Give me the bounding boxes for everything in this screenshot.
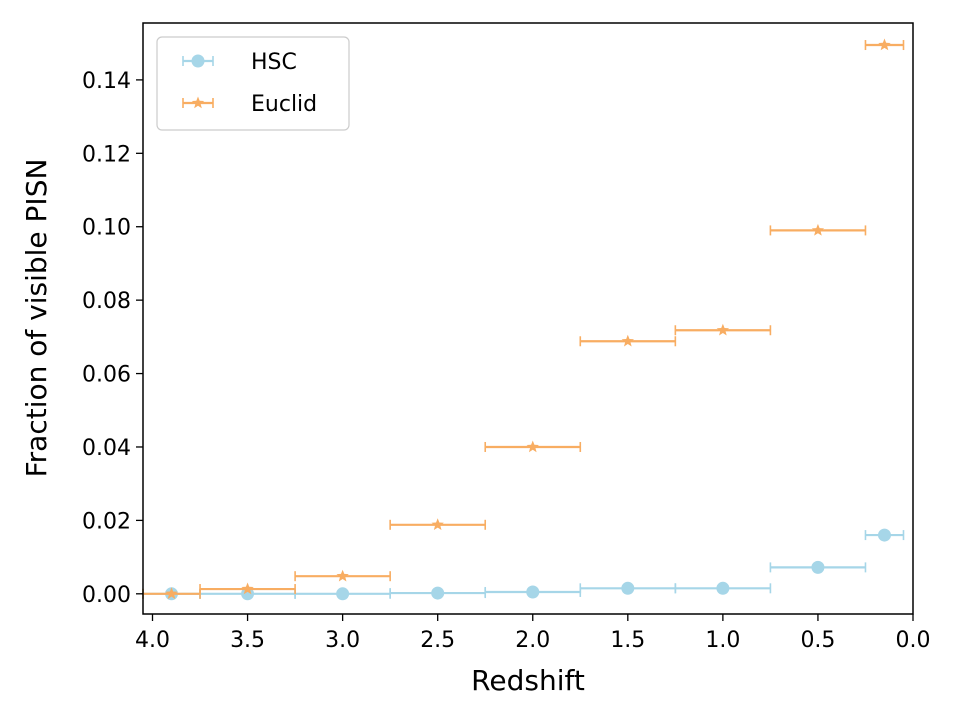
y-tick-label: 0.00 [82,583,131,608]
y-tick-label: 0.06 [82,363,131,388]
data-point [431,586,445,600]
y-tick-label: 0.02 [82,509,131,534]
data-point [165,587,178,600]
data-point [241,587,255,601]
data-point [431,518,444,531]
series-hsc [142,528,905,601]
y-tick-label: 0.04 [82,436,131,461]
legend-label: Euclid [251,92,317,117]
data-point [621,334,634,347]
y-tick-label: 0.14 [82,69,131,94]
y-tick-label: 0.10 [82,216,131,241]
data-point [526,585,540,599]
data-point [241,582,254,595]
legend-marker [191,96,205,109]
series-euclid [142,38,905,600]
data-point [716,581,730,595]
x-tick-label: 2.5 [420,628,455,653]
data-point [811,223,825,236]
y-tick-label: 0.12 [82,142,131,167]
axes-frame [142,22,914,615]
x-tick-label: 3.5 [230,628,265,653]
y-tick-label: 0.08 [82,289,131,314]
x-tick-label: 4.0 [135,628,170,653]
y-axis-label: Fraction of visible PISN [20,159,53,478]
x-tick-label: 1.0 [705,628,740,653]
x-tick-label: 3.0 [325,628,360,653]
data-point [878,38,891,51]
x-axis-ticks: 4.0 3.5 3.0 2.5 2.0 1.5 1.0 0.5 0.0 [135,614,931,653]
legend-entry-hsc: HSC [182,50,297,75]
data-point [716,323,730,336]
data-point [336,569,349,582]
legend: HSC Euclid [156,36,350,131]
x-tick-label: 0.5 [800,628,835,653]
x-tick-label: 0.0 [896,628,931,653]
legend-entry-euclid: Euclid [182,92,317,117]
data-point [877,528,891,542]
x-axis-label: Redshift [471,664,585,697]
legend-label: HSC [251,50,297,75]
x-tick-label: 1.5 [610,628,645,653]
legend-marker [191,54,205,68]
data-point [621,581,635,595]
legend-entries: HSC Euclid [182,50,317,117]
data-point [811,560,825,574]
plot-area [142,38,905,601]
x-tick-label: 2.0 [515,628,550,653]
data-point [526,440,539,453]
y-axis-ticks: 0.00 0.02 0.04 0.06 0.08 0.10 0.12 0.14 [82,69,143,608]
data-point [336,587,350,601]
